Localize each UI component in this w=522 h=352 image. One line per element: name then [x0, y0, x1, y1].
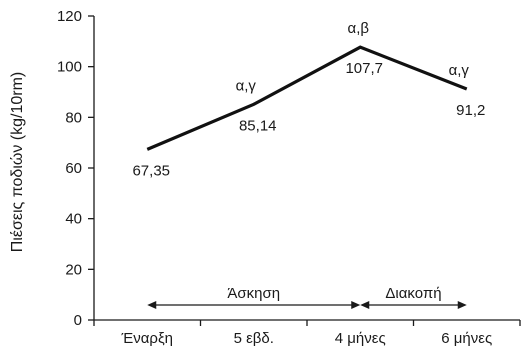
data-label: 91,2 [456, 102, 485, 119]
x-tick-label: Έναρξη [120, 330, 173, 347]
period-arrowhead-left [360, 301, 370, 309]
significance-label: α,β [348, 20, 370, 37]
period-arrowhead-right [457, 301, 467, 309]
data-label: 85,14 [239, 117, 277, 134]
y-axis: 0 20 40 60 80 100 120 [57, 8, 95, 329]
period-label: Άσκηση [227, 285, 280, 302]
y-tick-label: 20 [65, 261, 82, 278]
y-tick-label: 40 [65, 211, 82, 228]
data-label: 107,7 [345, 60, 383, 77]
series-line [146, 45, 468, 151]
period-arrowhead-left [147, 301, 157, 309]
y-tick-label: 100 [57, 59, 82, 76]
y-tick-label: 80 [65, 109, 82, 126]
data-label: 67,35 [132, 162, 170, 179]
x-tick-label: 5 εβδ. [234, 330, 274, 347]
period-label: Διακοπή [385, 285, 441, 302]
significance-label: α,γ [236, 77, 257, 94]
y-axis-title: Πιέσεις ποδιών (kg/10rm) [9, 72, 26, 253]
period-annotations: Άσκηση Διακοπή [147, 285, 467, 309]
series [146, 45, 468, 151]
x-tick-label: 4 μήνες [335, 330, 386, 347]
period-arrowhead-right [351, 301, 361, 309]
x-axis: Έναρξη 5 εβδ. 4 μήνες 6 μήνες [93, 319, 521, 347]
significance-label: α,γ [449, 62, 470, 79]
y-tick-label: 120 [57, 8, 82, 25]
data-labels: 67,35 85,14 α,γ 107,7 α,β 91,2 α,γ [132, 20, 485, 179]
x-tick-label: 6 μήνες [441, 330, 492, 347]
y-tick-label: 60 [65, 160, 82, 177]
y-tick-label: 0 [74, 312, 82, 329]
